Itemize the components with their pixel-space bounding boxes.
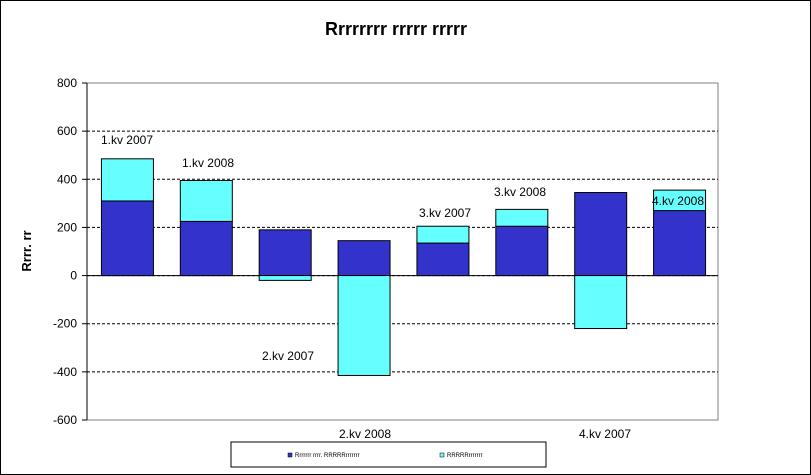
data-label: 2.kv 2008 (339, 427, 391, 441)
bar-series-1 (100, 200, 154, 277)
bar-series-2 (495, 208, 549, 227)
data-label: 4.kv 2008 (652, 194, 704, 208)
data-label: 3.kv 2008 (494, 185, 546, 199)
bar-series-2 (100, 158, 154, 202)
bar-series-2 (258, 275, 312, 281)
y-tick-label: 0 (70, 269, 77, 283)
bar-series-1 (653, 210, 707, 277)
legend: Rrrrrrr rrrr. RRRRRrrrrrrr RRRRRrrrrrrr (230, 441, 547, 468)
y-tick-label: 800 (57, 76, 77, 90)
data-label: 2.kv 2007 (262, 349, 314, 363)
bar-series-2 (179, 179, 233, 222)
y-tick-label: -600 (53, 413, 77, 427)
data-label: 3.kv 2007 (419, 206, 471, 220)
legend-label-series-1: Rrrrrrr rrrr. RRRRRrrrrrrr (295, 453, 360, 459)
bar-series-1 (258, 229, 312, 277)
bar-series-1 (416, 242, 470, 277)
y-axis: 800 600 400 200 0 -200 -400 -600 (53, 76, 88, 427)
bar-series-1 (179, 220, 233, 277)
bar-series-1 (337, 240, 391, 277)
y-tick-label: -200 (53, 317, 77, 331)
legend-label-series-2: RRRRRrrrrrrr (447, 453, 483, 459)
y-tick-label: -400 (53, 365, 77, 379)
y-tick-label: 600 (57, 124, 77, 138)
bar-series-1 (495, 225, 549, 277)
legend-box (230, 441, 547, 468)
y-tick-label: 400 (57, 172, 77, 186)
legend-swatch-series-1 (287, 452, 293, 458)
data-label: 1.kv 2007 (101, 133, 153, 147)
bar-series-2 (653, 189, 707, 212)
data-label: 1.kv 2008 (182, 156, 234, 170)
y-tick-label: 200 (57, 220, 77, 234)
bar-series-2 (416, 225, 470, 244)
y-axis-label: Rrrr. rr (19, 230, 34, 271)
bar-series-1 (574, 192, 628, 277)
chart-title: Rrrrrrrr rrrrr rrrrr (325, 19, 467, 39)
bar-series-2 (574, 275, 628, 330)
legend-swatch-series-2 (439, 452, 445, 458)
data-label: 4.kv 2007 (579, 427, 631, 441)
data-labels: 1.kv 2007 1.kv 2008 2.kv 2007 2.kv 2008 3.kv… (101, 133, 704, 441)
bars (100, 158, 707, 376)
bar-series-2 (337, 275, 391, 376)
